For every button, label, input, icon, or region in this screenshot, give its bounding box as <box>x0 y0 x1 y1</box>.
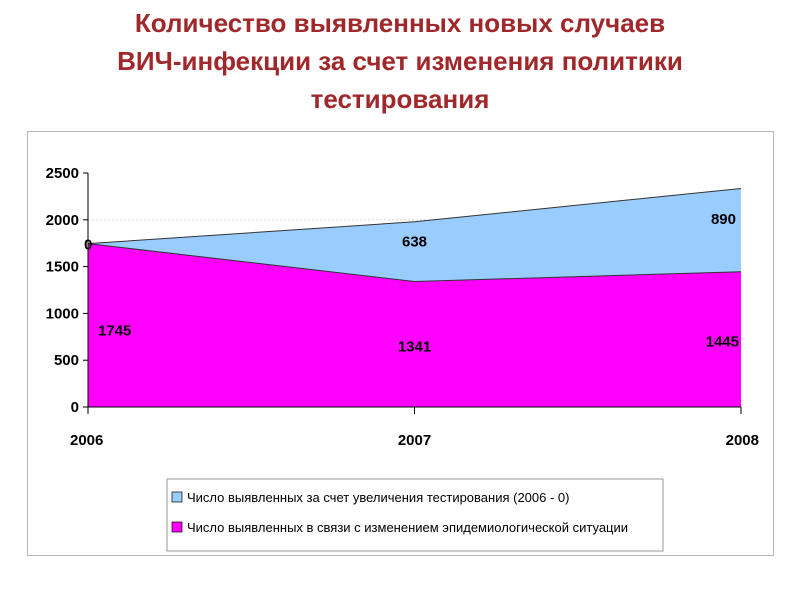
y-tick-label: 500 <box>54 352 79 369</box>
data-label-testing: 890 <box>711 211 736 228</box>
title-line-3: тестирования <box>310 84 490 114</box>
legend-label: Число выявленных в связи с изменением эп… <box>187 520 628 535</box>
title-line-1: Количество выявленных новых случаев <box>134 8 666 38</box>
data-label-epidemiological: 1445 <box>706 334 739 351</box>
series-area-testing <box>88 188 741 282</box>
x-tick-label: 2007 <box>398 432 431 449</box>
y-tick-label: 2000 <box>46 212 79 229</box>
series-line-testing <box>87 187 742 245</box>
y-tick-label: 1000 <box>46 305 79 322</box>
slide-title: Количество выявленных новых случаев ВИЧ-… <box>0 4 800 118</box>
y-tick-label: 2500 <box>46 165 79 182</box>
data-label-epidemiological: 1745 <box>98 323 131 340</box>
y-tick-label: 1500 <box>46 259 79 276</box>
legend-swatch <box>171 521 183 533</box>
y-tick-label: 0 <box>71 399 79 416</box>
data-label-testing: 0 <box>84 237 92 254</box>
data-label-epidemiological: 1341 <box>398 338 431 355</box>
data-label-testing: 638 <box>402 234 427 251</box>
series-area-epidemiological <box>88 243 741 407</box>
series-line-epidemiological <box>87 243 742 282</box>
legend-label: Число выявленных за счет увеличения тест… <box>187 490 569 505</box>
title-line-2: ВИЧ-инфекции за счет изменения политики <box>117 46 683 76</box>
legend-box <box>166 478 664 552</box>
legend-swatch <box>171 491 183 503</box>
x-tick-label: 2008 <box>726 432 759 449</box>
x-tick-label: 2006 <box>70 432 103 449</box>
